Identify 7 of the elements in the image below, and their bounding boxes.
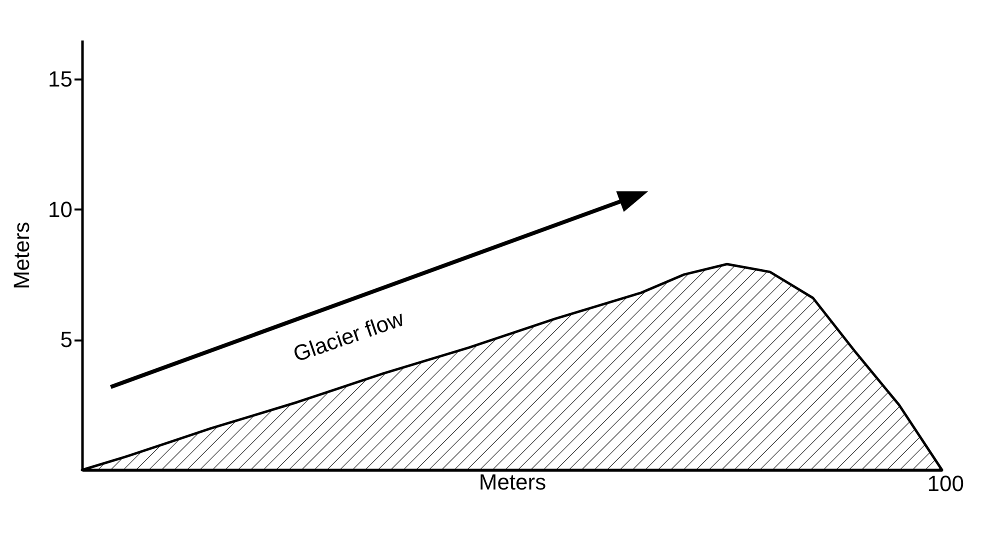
y-tick-label: 10 bbox=[48, 196, 72, 222]
x-axis-title: Meters bbox=[478, 470, 546, 494]
y-tick-label: 5 bbox=[60, 327, 72, 352]
y-tick-label: 15 bbox=[48, 66, 72, 92]
text: 100 bbox=[927, 471, 964, 496]
y-axis-title: Meters bbox=[9, 222, 34, 290]
annotation: Glacier flow bbox=[290, 306, 407, 367]
